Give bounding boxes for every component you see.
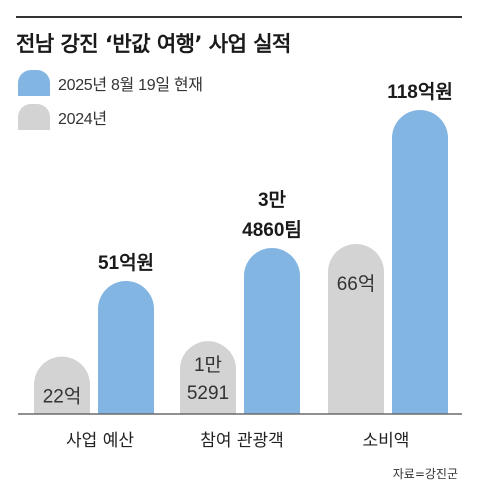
legend-item-2025: 2025년 8월 19일 현재	[18, 70, 203, 96]
top-rule	[16, 16, 462, 18]
data-label-tourists-2024-line2: 5291	[187, 383, 229, 404]
data-label-spending-2024-line1: 66억	[337, 273, 376, 295]
data-label-spending-2025-line1: 118억원	[387, 81, 453, 103]
legend-swatch-2024	[18, 104, 50, 130]
legend-item-2024: 2024년	[18, 104, 107, 130]
chart-title: 전남 강진 ‘반값 여행’ 사업 실적	[16, 32, 291, 56]
data-label-tourists-2025-line1: 3만	[258, 189, 287, 211]
data-label-tourists-2025-line2: 4860팀	[242, 219, 302, 241]
legend-label-2024: 2024년	[58, 111, 107, 128]
category-label-tourists: 참여 관광객	[200, 431, 284, 451]
bar-spending-2024	[328, 243, 384, 414]
source-note: 자료=강진군	[392, 467, 458, 481]
bar-spending-2025	[392, 110, 448, 415]
bar-budget-2025	[98, 281, 154, 414]
category-label-spending: 소비액	[363, 431, 410, 451]
legend-label-2025: 2025년 8월 19일 현재	[58, 77, 203, 94]
category-label-budget: 사업 예산	[66, 431, 134, 451]
bar-budget-2024	[34, 356, 90, 414]
data-label-tourists-2024-line1: 1만	[194, 354, 222, 376]
bar-tourists-2025	[244, 248, 300, 414]
data-label-budget-2024-line1: 22억	[43, 386, 82, 408]
bar-tourists-2024	[180, 341, 236, 414]
data-label-budget-2025-line1: 51억원	[98, 252, 154, 274]
legend-swatch-2025	[18, 70, 50, 96]
